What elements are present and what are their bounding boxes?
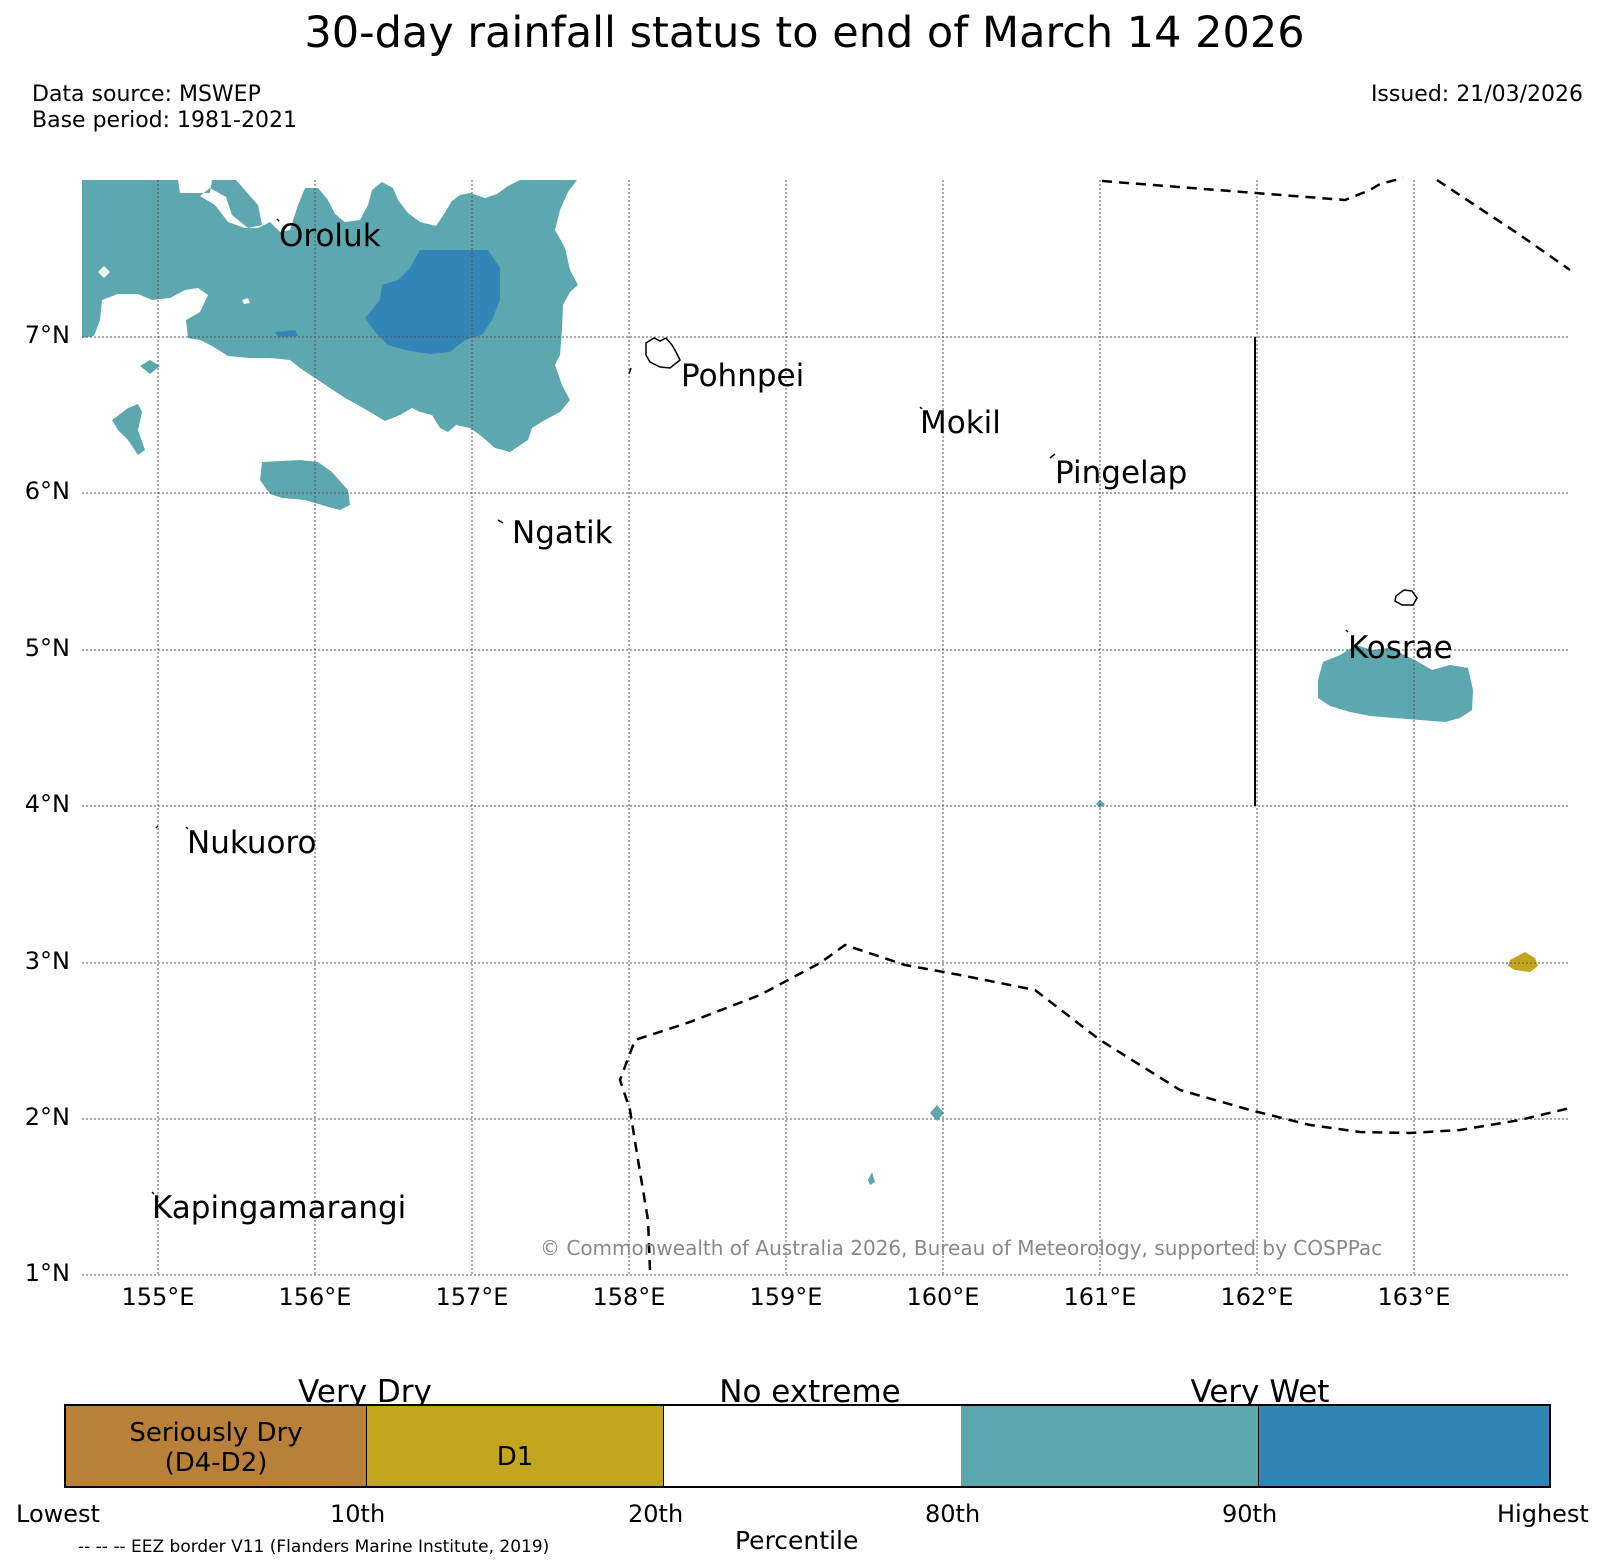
island-marker bbox=[919, 406, 923, 410]
percentile-label: 90th bbox=[1222, 1500, 1278, 1528]
pohnpei-island bbox=[645, 337, 681, 369]
place-ngatik: Ngatik bbox=[512, 515, 613, 551]
lat-label: 1°N bbox=[24, 1259, 70, 1287]
place-pohnpei: Pohnpei bbox=[681, 358, 805, 394]
island-marker bbox=[155, 825, 159, 829]
place-kosrae: Kosrae bbox=[1348, 630, 1453, 666]
percentile-label: 20th bbox=[628, 1500, 684, 1528]
lat-label: 5°N bbox=[24, 634, 70, 662]
legend-box-seriously-dry: Seriously Dry (D4-D2) bbox=[66, 1406, 367, 1486]
lat-label: 2°N bbox=[24, 1103, 70, 1131]
island-marker bbox=[1049, 453, 1056, 459]
island-marker bbox=[185, 826, 189, 830]
lat-label: 4°N bbox=[24, 790, 70, 818]
rainfall-map bbox=[82, 176, 1571, 1276]
place-pingelap: Pingelap bbox=[1055, 455, 1188, 491]
wet-region-gaps bbox=[98, 266, 250, 304]
d1-region bbox=[1508, 952, 1538, 972]
base-period: Base period: 1981-2021 bbox=[32, 108, 297, 133]
lat-label: 7°N bbox=[24, 321, 70, 349]
lon-label: 156°E bbox=[278, 1283, 352, 1311]
lon-label: 160°E bbox=[906, 1283, 980, 1311]
eez-note: -- -- -- EEZ border V11 (Flanders Marine… bbox=[78, 1537, 550, 1557]
eez-borders bbox=[618, 176, 1571, 1271]
percentile-label: Highest bbox=[1497, 1500, 1589, 1528]
lon-label: 159°E bbox=[749, 1283, 823, 1311]
legend-box-no-extreme bbox=[664, 1406, 961, 1486]
page-title: 30-day rainfall status to end of March 1… bbox=[304, 8, 1305, 58]
place-mokil: Mokil bbox=[920, 405, 1001, 441]
kosrae-island bbox=[1394, 589, 1418, 606]
island-marker bbox=[151, 1191, 155, 1195]
island-marker bbox=[1345, 629, 1349, 633]
island-marker bbox=[628, 367, 632, 375]
lat-label: 3°N bbox=[24, 947, 70, 975]
legend-box-highest bbox=[1259, 1406, 1549, 1486]
very-wet-regions bbox=[82, 180, 1473, 1185]
lon-label: 157°E bbox=[435, 1283, 509, 1311]
copyright-notice: © Commonwealth of Australia 2026, Bureau… bbox=[540, 1236, 1383, 1260]
data-source: Data source: MSWEP bbox=[32, 82, 261, 107]
place-oroluk: Oroluk bbox=[279, 218, 381, 254]
lon-label: 162°E bbox=[1220, 1283, 1294, 1311]
percentile-axis-label: Percentile bbox=[735, 1526, 859, 1555]
legend-box-d1: D1 bbox=[367, 1406, 664, 1486]
place-nukuoro: Nukuoro bbox=[187, 825, 317, 861]
legend-colorbar: Seriously Dry (D4-D2) D1 bbox=[64, 1404, 1551, 1488]
lon-label: 155°E bbox=[121, 1283, 195, 1311]
percentile-label: Lowest bbox=[16, 1500, 100, 1528]
highest-regions bbox=[275, 250, 500, 354]
legend-box-label: (D4-D2) bbox=[164, 1448, 268, 1478]
legend-box-label: D1 bbox=[496, 1442, 534, 1472]
percentile-label: 10th bbox=[330, 1500, 386, 1528]
lon-label: 161°E bbox=[1063, 1283, 1137, 1311]
map-gridlines bbox=[82, 180, 1570, 1276]
lat-label: 6°N bbox=[24, 477, 70, 505]
lon-label: 163°E bbox=[1377, 1283, 1451, 1311]
island-marker bbox=[497, 519, 504, 524]
legend-box-very-wet bbox=[961, 1406, 1259, 1486]
place-kapingamarangi: Kapingamarangi bbox=[152, 1190, 407, 1226]
percentile-label: 80th bbox=[925, 1500, 981, 1528]
legend-box-label: Seriously Dry bbox=[129, 1418, 303, 1448]
lon-label: 158°E bbox=[592, 1283, 666, 1311]
island-marker bbox=[276, 218, 280, 222]
issued-date: Issued: 21/03/2026 bbox=[1370, 82, 1583, 107]
